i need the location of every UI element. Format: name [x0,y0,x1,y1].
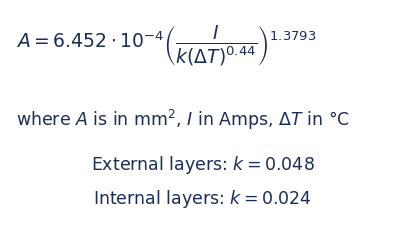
Text: External layers: $k = 0.048$: External layers: $k = 0.048$ [91,153,314,175]
Text: $A = 6.452 \cdot 10^{-4} \left( \dfrac{I}{k(\Delta T)^{0.44}} \right)^{1.3793}$: $A = 6.452 \cdot 10^{-4} \left( \dfrac{I… [16,23,317,67]
Text: where $A$ is in mm$^2$, $I$ in Amps, $\Delta T$ in $°$C: where $A$ is in mm$^2$, $I$ in Amps, $\D… [16,107,350,131]
Text: Internal layers: $k = 0.024$: Internal layers: $k = 0.024$ [93,187,312,209]
